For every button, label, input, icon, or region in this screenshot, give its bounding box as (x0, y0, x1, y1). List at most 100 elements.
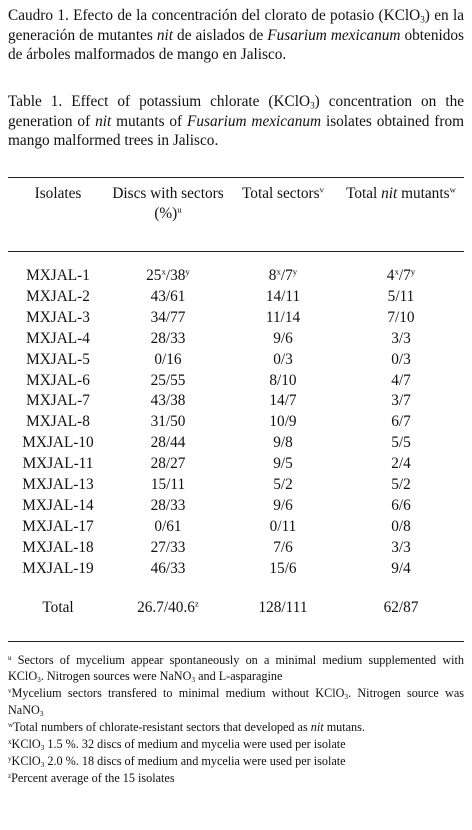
value-cell: 8x/7y (228, 250, 338, 287)
value-cell: 3/3 (391, 538, 411, 556)
text-sup: w (8, 720, 14, 729)
text-run: 2.0 %. 18 discs of medium and mycelia we… (44, 754, 346, 769)
text-sup: x (8, 737, 12, 746)
footnote: zPercent average of the 15 isolates (8, 770, 464, 786)
isolate-cell: MXJAL-7 (26, 392, 90, 410)
value-cell: 34/77 (150, 308, 186, 326)
text-run: mutants (397, 185, 450, 202)
text-run: mutans. (323, 719, 365, 734)
value-cell: 9/6 (273, 329, 293, 347)
total-cell: 26.7/40.6z (108, 580, 228, 626)
data-table: Isolates Discs with sectors (%)u Total sec… (8, 184, 464, 626)
text-run: /7 (398, 267, 411, 284)
value-cell: 0/61 (154, 517, 182, 535)
text-run: Mycelium sectors transfered to minimal m… (11, 686, 345, 701)
text-sub: 3 (39, 708, 44, 718)
bottom-rule (8, 641, 464, 642)
table-row: MXJAL-4 28/33 9/6 3/3 (8, 329, 464, 350)
table-row: MXJAL-5 0/16 0/3 0/3 (8, 350, 464, 371)
text-run: and L-asparagine (195, 669, 283, 684)
header-cell: Isolates (34, 185, 82, 202)
top-rule (8, 177, 464, 178)
value-cell: 43/38 (150, 392, 186, 410)
value-cell: 11/14 (265, 308, 301, 326)
text-i: nit (310, 719, 324, 734)
value-cell: 7/10 (387, 308, 415, 326)
text-run: Discs with sectors (%) (112, 185, 224, 222)
value-cell: 9/6 (273, 496, 293, 514)
footnotes: u Sectors of mycelium appear spontaneous… (8, 652, 464, 788)
text-sup: u (177, 204, 182, 215)
isolate-cell: MXJAL-19 (22, 559, 94, 577)
value-cell: 0/16 (154, 350, 182, 368)
total-cell: 128/111 (258, 598, 308, 616)
isolate-cell: MXJAL-6 (26, 371, 90, 389)
table-header: Isolates Discs with sectors (%)u Total sec… (8, 184, 464, 250)
text-run: 1.5 %. 32 discs of medium and mycelia we… (44, 737, 346, 752)
value-cell: 0/11 (269, 517, 297, 535)
text-run: 8 (268, 267, 277, 284)
text-sup: u (8, 653, 12, 662)
text-sup: v (319, 184, 324, 195)
table-row: MXJAL-14 28/33 9/6 6/6 (8, 496, 464, 517)
value-cell: 5/5 (391, 434, 411, 452)
value-cell: 25x/38y (108, 250, 228, 287)
text-run: Sectors of mycelium appear spontaneously… (8, 653, 464, 684)
value-cell: 4x/7y (338, 250, 464, 287)
footnote: u Sectors of mycelium appear spontaneous… (8, 652, 464, 684)
value-cell: 28/27 (150, 455, 186, 473)
text-sub: 3 (420, 14, 425, 25)
text-run: Caudro 1. Efecto de la concentración del… (8, 7, 421, 24)
footnote: xKClO3 1.5 %. 32 discs of medium and myc… (8, 736, 464, 752)
text-sup: y (185, 266, 190, 277)
value-cell: 0/8 (391, 517, 411, 535)
isolate-cell: MXJAL-13 (22, 476, 94, 494)
text-sub: 3 (191, 675, 196, 685)
text-run: Total sectors (242, 185, 320, 202)
value-cell: 0/3 (391, 350, 411, 368)
text-run: Total (346, 185, 382, 202)
text-i: Fusarium mexicanum (187, 112, 322, 130)
text-run: mutants of (111, 112, 188, 130)
header-row: Isolates Discs with sectors (%)u Total sec… (8, 184, 464, 250)
text-sub: 3 (40, 742, 45, 752)
table-row: MXJAL-6 25/55 8/10 4/7 (8, 371, 464, 392)
isolate-cell: MXJAL-3 (26, 308, 90, 326)
value-cell: 31/50 (150, 413, 186, 431)
footnote: yKClO3 2.0 %. 18 discs of medium and myc… (8, 753, 464, 769)
total-row: Total 26.7/40.6z 128/111 62/87 (8, 580, 464, 626)
table-row: MXJAL-7 43/38 14/7 3/7 (8, 391, 464, 412)
table-row: MXJAL-19 46/33 15/6 9/4 (8, 559, 464, 580)
value-cell: 14/7 (269, 392, 297, 410)
text-run: /7 (280, 267, 293, 284)
text-run: /38 (165, 267, 186, 284)
text-sup: y (410, 266, 416, 277)
text-run: 26.7/40.6 (137, 598, 195, 616)
value-cell: 3/3 (391, 329, 411, 347)
value-cell: 2/4 (391, 455, 411, 473)
text-sup: x (276, 266, 281, 277)
value-cell: 15/6 (269, 559, 297, 577)
value-cell: 5/2 (273, 476, 293, 494)
text-run: ) en la generación de mutantes (8, 7, 464, 44)
value-cell: 6/6 (391, 496, 411, 514)
table-row: MXJAL-10 28/44 9/8 5/5 (8, 433, 464, 454)
table-row: MXJAL-11 28/27 9/5 2/4 (8, 454, 464, 475)
value-cell: 14/11 (265, 287, 301, 305)
text-run: 25 (146, 267, 162, 284)
text-run: Total numbers of chlorate-resistant sect… (13, 719, 311, 734)
text-sub: 3 (344, 692, 349, 702)
isolate-cell: MXJAL-11 (22, 455, 94, 473)
text-run: obtenidos de árboles malformados de mang… (8, 26, 464, 64)
header-rule (8, 251, 464, 252)
value-cell: 28/33 (150, 496, 186, 514)
text-sub: 3 (40, 760, 45, 770)
isolate-cell: MXJAL-18 (22, 538, 94, 556)
isolate-cell: MXJAL-8 (26, 413, 90, 431)
text-i: nit (95, 112, 112, 130)
text-sub: 3 (37, 675, 41, 685)
text-run: . Nitrogen source was NaNO (8, 686, 464, 717)
isolate-cell: MXJAL-17 (22, 517, 94, 535)
text-sup: x (161, 266, 166, 277)
